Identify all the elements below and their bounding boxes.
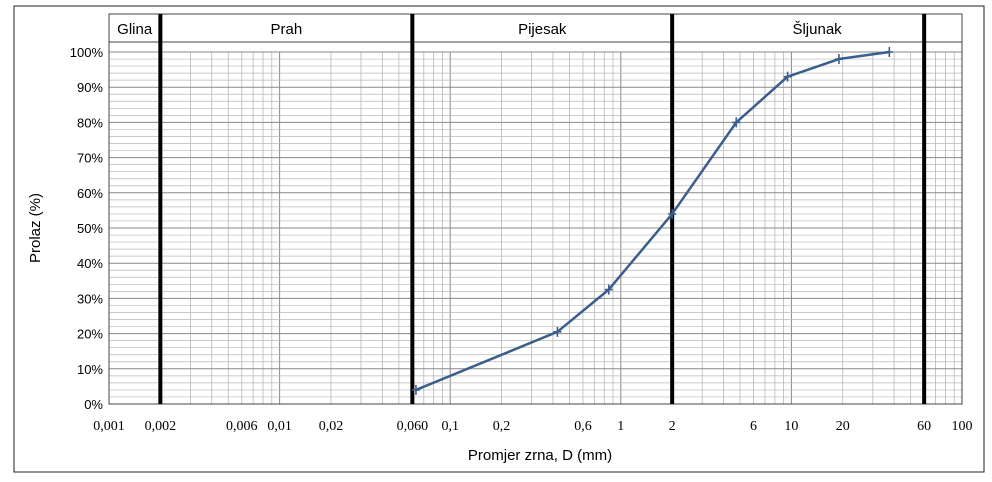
y-tick-label: 10% bbox=[77, 362, 103, 377]
x-tick-label: 2 bbox=[669, 419, 676, 434]
y-tick-label: 40% bbox=[77, 256, 103, 271]
y-tick-label: 0% bbox=[84, 397, 103, 412]
x-tick-labels: 0,001 0,002 0,006 0,01 0,02 0,060 0,1 0,2 0,6 1 2 6… bbox=[93, 419, 972, 434]
y-tick-label: 30% bbox=[77, 291, 103, 306]
y-tick-label: 80% bbox=[77, 115, 103, 130]
y-axis-label: Prolaz (%) bbox=[27, 193, 44, 263]
y-tick-label: 100% bbox=[70, 45, 104, 60]
series-layer bbox=[411, 47, 894, 395]
x-tick-label: 0,6 bbox=[574, 419, 592, 434]
soil-class-label: Šljunak bbox=[792, 21, 842, 38]
soil-class-label: Glina bbox=[117, 21, 153, 38]
x-tick-label: 6 bbox=[750, 419, 757, 434]
data-point-marker bbox=[783, 71, 792, 82]
data-point-marker bbox=[732, 117, 741, 128]
data-point-marker bbox=[668, 208, 677, 219]
x-tick-label: 0,060 bbox=[397, 419, 429, 434]
y-tick-label: 70% bbox=[77, 151, 103, 166]
y-tick-label: 60% bbox=[77, 186, 103, 201]
x-tick-label: 0,02 bbox=[319, 419, 344, 434]
x-tick-label: 10 bbox=[784, 419, 798, 434]
data-point-marker bbox=[834, 54, 843, 65]
data-point-marker bbox=[411, 384, 420, 395]
x-axis-label: Promjer zrna, D (mm) bbox=[468, 447, 612, 464]
x-tick-label: 0,1 bbox=[441, 419, 459, 434]
y-tick-label: 50% bbox=[77, 221, 103, 236]
x-tick-label: 1 bbox=[617, 419, 624, 434]
x-tick-label: 0,006 bbox=[226, 419, 258, 434]
series-line bbox=[415, 50, 890, 392]
y-tick-label: 20% bbox=[77, 327, 103, 342]
soil-class-label: Prah bbox=[271, 21, 303, 38]
grid bbox=[108, 13, 963, 405]
y-tick-labels: 0% 10% 20% 30% 40% 50% 60% 70% 80% 90% 100% bbox=[70, 45, 104, 412]
x-tick-label: 0,002 bbox=[145, 419, 177, 434]
data-point-marker bbox=[553, 326, 562, 337]
y-tick-label: 90% bbox=[77, 80, 103, 95]
soil-class-header: Glina Prah Pijesak Šljunak bbox=[109, 21, 962, 43]
plot-border bbox=[108, 13, 963, 405]
soil-class-label: Pijesak bbox=[518, 21, 567, 38]
data-point-marker bbox=[604, 284, 613, 295]
x-tick-label: 20 bbox=[836, 419, 850, 434]
data-point-marker bbox=[885, 47, 894, 57]
x-tick-label: 0,2 bbox=[493, 419, 511, 434]
x-tick-label: 0,01 bbox=[267, 419, 292, 434]
x-tick-label: 100 bbox=[952, 419, 973, 434]
chart-frame bbox=[13, 5, 985, 473]
x-tick-label: 0,001 bbox=[93, 419, 125, 434]
x-tick-label: 60 bbox=[917, 419, 931, 434]
